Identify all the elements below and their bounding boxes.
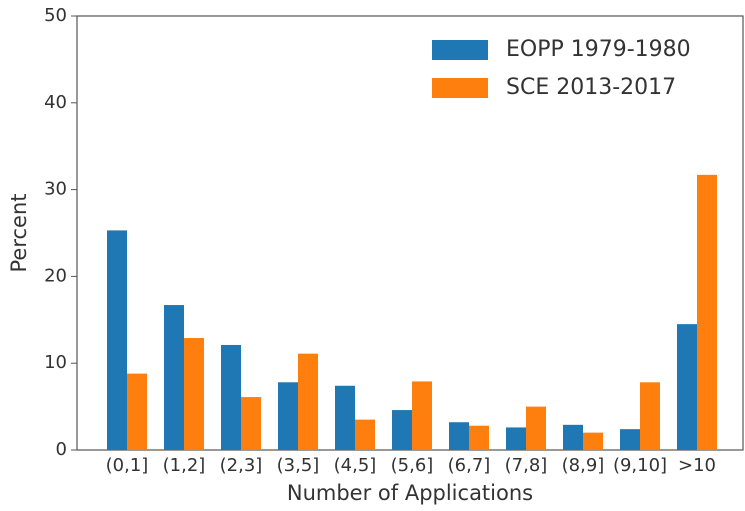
bar <box>127 373 147 450</box>
bar <box>278 382 298 450</box>
legend-label: SCE 2013-2017 <box>506 75 676 100</box>
bar <box>677 324 697 450</box>
x-tick-label: (2,3] <box>220 455 263 476</box>
bar <box>469 425 489 450</box>
bar <box>107 230 127 450</box>
bar <box>241 397 261 450</box>
y-tick-label: 40 <box>44 92 67 113</box>
legend-swatch <box>432 40 488 60</box>
bar <box>697 174 717 450</box>
bar <box>583 432 603 450</box>
y-tick-label: 50 <box>44 5 67 26</box>
x-axis-label: Number of Applications <box>287 481 533 505</box>
bar <box>335 385 355 450</box>
y-tick-label: 20 <box>44 265 67 286</box>
bar <box>221 344 241 450</box>
bar <box>392 410 412 450</box>
bar <box>640 382 660 450</box>
x-tick-label: >10 <box>678 455 716 476</box>
x-tick-label: (0,1] <box>106 455 149 476</box>
bar <box>563 424 583 450</box>
legend-label: EOPP 1979-1980 <box>506 37 691 62</box>
x-tick-label: (9,10] <box>613 455 667 476</box>
bar <box>412 381 432 450</box>
x-tick-label: (7,8] <box>505 455 548 476</box>
bar <box>506 427 526 450</box>
y-axis-label: Percent <box>7 193 31 272</box>
bar <box>184 338 204 450</box>
x-tick-label: (5,6] <box>391 455 434 476</box>
bar <box>526 406 546 450</box>
legend-swatch <box>432 78 488 98</box>
bar <box>164 305 184 450</box>
bar <box>355 419 375 450</box>
x-tick-label: (6,7] <box>448 455 491 476</box>
x-tick-label: (3,5] <box>277 455 320 476</box>
y-tick-label: 30 <box>44 179 67 200</box>
y-tick-label: 10 <box>44 352 67 373</box>
bar <box>298 353 318 450</box>
x-tick-label: (1,2] <box>163 455 206 476</box>
bar <box>449 422 469 450</box>
y-tick-label: 0 <box>56 439 67 460</box>
x-tick-label: (8,9] <box>562 455 605 476</box>
x-tick-label: (4,5] <box>334 455 377 476</box>
bar <box>620 429 640 450</box>
